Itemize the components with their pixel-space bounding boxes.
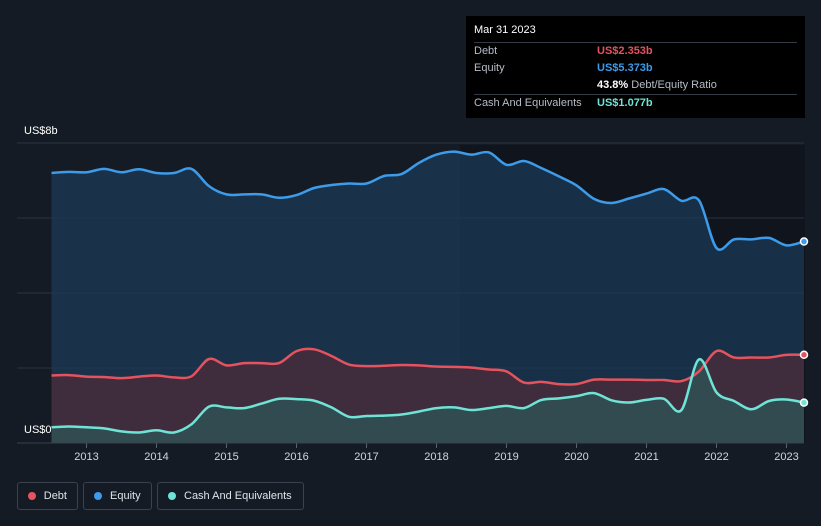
tooltip-row-equity: Equity US$5.373b	[474, 60, 797, 77]
tooltip-value: US$1.077b	[597, 97, 653, 109]
x-tick-label: 2016	[284, 451, 308, 463]
end-marker-cash-and-equivalents	[799, 398, 809, 407]
end-marker-equity	[799, 237, 809, 246]
end-marker-debt	[799, 350, 809, 360]
x-tick-label: 2018	[424, 451, 448, 463]
tooltip-row-debt: Debt US$2.353b	[474, 42, 797, 60]
legend-dot-icon	[168, 492, 176, 500]
tooltip-label: Cash And Equivalents	[474, 97, 582, 109]
x-tick-label: 2021	[634, 451, 658, 463]
y-axis-top-label: US$8b	[24, 125, 58, 137]
y-axis-bottom-label: US$0	[24, 424, 52, 436]
x-tick-label: 2022	[704, 451, 728, 463]
tooltip-value: US$5.373b	[597, 62, 653, 74]
tooltip-row-cash: Cash And Equivalents US$1.077b	[474, 94, 797, 112]
tooltip-ratio-caption: Debt/Equity Ratio	[631, 79, 717, 91]
legend-label: Cash And Equivalents	[184, 490, 292, 502]
x-axis-ticks: 2013 2014 2015 2016 2017 2018 2019 2020 2021 2022…	[17, 442, 804, 463]
series-end-markers	[799, 237, 809, 407]
x-tick-label: 2017	[354, 451, 378, 463]
x-tick-label: 2020	[564, 451, 588, 463]
line-equity	[51, 150, 805, 251]
tooltip-label: Equity	[474, 62, 505, 74]
legend-label: Debt	[43, 490, 67, 502]
tooltip-value: US$2.353b	[597, 45, 653, 57]
area-cash-and-equivalents	[51, 359, 804, 443]
legend-dot-icon	[94, 492, 102, 500]
tooltip-ratio-value: 43.8% Debt/Equity Ratio	[597, 77, 717, 93]
x-tick-label: 2023	[774, 451, 798, 463]
legend-item-equity[interactable]: Equity	[83, 482, 152, 510]
x-tick-label: 2014	[144, 451, 168, 463]
line-cash-and-equivalents	[51, 358, 805, 434]
tooltip-row-ratio: 43.8% Debt/Equity Ratio	[474, 77, 797, 94]
tooltip-date: Mar 31 2023	[474, 24, 536, 36]
series-lines	[51, 150, 805, 434]
x-tick-label: 2015	[214, 451, 238, 463]
data-tooltip: Mar 31 2023 Debt US$2.353b Equity US$5.3…	[466, 16, 805, 118]
line-debt	[51, 347, 805, 386]
legend-item-cash[interactable]: Cash And Equivalents	[157, 482, 304, 510]
series-areas	[51, 151, 804, 443]
legend-dot-icon	[28, 492, 36, 500]
x-tick-label: 2013	[74, 451, 98, 463]
tooltip-value: 43.8%	[597, 79, 629, 91]
x-tick-label: 2019	[494, 451, 518, 463]
legend-label: Equity	[110, 490, 141, 502]
tooltip-label: Debt	[474, 45, 498, 57]
legend-item-debt[interactable]: Debt	[17, 482, 78, 510]
